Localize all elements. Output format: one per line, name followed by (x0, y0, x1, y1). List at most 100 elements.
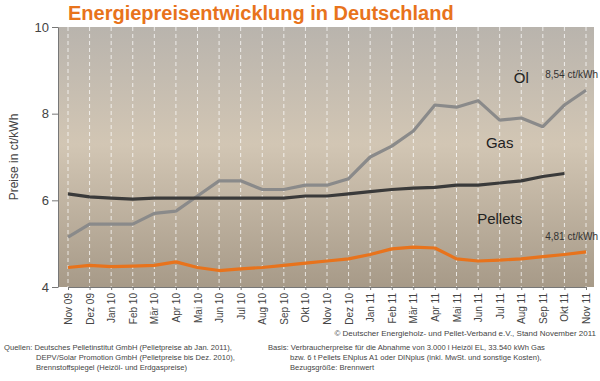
tick: Mai 10 (193, 287, 204, 323)
grid-line (499, 27, 500, 287)
tick-label: Sep 11 (538, 293, 549, 324)
tick-label: 6 (42, 193, 49, 208)
tick: Jul 10 (236, 287, 247, 320)
tick: 8 (42, 106, 58, 121)
tick: Apr 10 (171, 287, 182, 322)
tick: Nov 10 (322, 287, 333, 325)
tick-mark (198, 287, 199, 290)
tick: Jun 11 (473, 287, 484, 322)
x-axis: Nov 09Dez 09Jan 10Feb 10Mär 10Apr 10Mai … (63, 287, 592, 325)
tick-mark (327, 287, 328, 290)
tick-label: Feb 10 (128, 293, 139, 325)
title: Energiepreisentwicklung in Deutschland (68, 2, 454, 24)
tick: Okt 10 (300, 287, 311, 322)
tick-mark (586, 287, 587, 290)
axis-title: Preise in ct/kWh (7, 114, 21, 201)
tick-mark (305, 287, 306, 290)
tick-mark (154, 287, 155, 290)
grid-line (132, 27, 133, 287)
grid-line (262, 27, 263, 287)
tick: Aug 11 (516, 287, 527, 324)
tick-mark (133, 287, 134, 290)
tick-mark (52, 114, 58, 115)
tick: Jan 10 (106, 287, 117, 323)
lines (68, 90, 586, 270)
tick-mark (543, 287, 544, 290)
series-line (68, 247, 586, 270)
tick: Dez 10 (344, 287, 355, 325)
tick-label: 4 (42, 280, 49, 295)
series-line (68, 90, 586, 237)
grid-line (89, 27, 90, 287)
grid-line (219, 27, 220, 287)
grid-line (327, 27, 328, 287)
tick-mark (349, 287, 350, 290)
series-labels: ÖlGasPellets (477, 69, 529, 227)
tick-label: Nov 11 (581, 293, 592, 324)
annotation: 4,81 ct/kWh (545, 231, 598, 242)
annotation: 8,54 ct/kWh (545, 69, 598, 80)
source-line: Brennstoffspiegel (Heizöl- und Erdgaspre… (36, 363, 187, 372)
tick: Mär 11 (408, 287, 419, 323)
tick-mark (435, 287, 436, 290)
tick: Okt 11 (559, 287, 570, 322)
tick-mark (564, 287, 565, 290)
series-label: Gas (486, 134, 514, 151)
tick: Sep 10 (279, 287, 290, 325)
tick: 4 (42, 280, 58, 295)
grid-line (175, 27, 176, 287)
tick: Sep 11 (538, 287, 549, 324)
tick: 10 (35, 20, 58, 35)
tick-label: Nov 09 (63, 293, 74, 325)
tick-mark (478, 287, 479, 290)
grid-line (305, 27, 306, 287)
grid-line (68, 27, 69, 287)
basis-line: bzw. 6 t Pellets ENplus A1 oder DINplus … (290, 353, 542, 362)
source-line: DEPV/Solar Promotion GmbH (Pelletpreise … (36, 353, 235, 362)
axis-line (58, 28, 59, 288)
y-axis: 4 6 8 10 (35, 20, 59, 295)
tick: Jan 11 (365, 287, 376, 322)
tick-label: Jan 11 (365, 293, 376, 323)
tick-label: Dez 10 (344, 293, 355, 325)
tick-label: Dez 09 (85, 293, 96, 325)
tick: Apr 11 (430, 287, 441, 322)
tick-label: Jul 11 (495, 293, 506, 319)
tick-mark (52, 27, 58, 28)
tick-label: Mai 10 (193, 293, 204, 323)
tick-label: Apr 11 (430, 293, 441, 322)
tick-label: Sep 10 (279, 293, 290, 325)
tick-label: Feb 11 (387, 293, 398, 324)
grid-line (478, 27, 479, 287)
grid-line (283, 27, 284, 287)
grid-line (564, 27, 565, 287)
source-line: Quellen: Deutsches Pelletinstitut GmbH (… (4, 343, 232, 352)
tick-mark (68, 287, 69, 290)
grid-line (456, 27, 457, 287)
tick-label: Nov 10 (322, 293, 333, 325)
basis-line: Basis: Verbraucherpreise für die Abnahme… (268, 343, 545, 352)
tick-mark (241, 287, 242, 290)
tick-label: Jan 10 (106, 293, 117, 323)
tick-label: Mär 11 (408, 293, 419, 324)
grid-line (542, 27, 543, 287)
grid-line (240, 27, 241, 287)
tick-mark (284, 287, 285, 290)
series-line (68, 173, 564, 199)
tick-label: Okt 11 (559, 293, 570, 322)
tick-label: Aug 11 (516, 293, 527, 324)
tick-mark (176, 287, 177, 290)
chart: Energiepreisentwicklung in Deutschland 4 6… (0, 0, 600, 381)
grid-line (586, 27, 587, 287)
tick: Feb 11 (387, 287, 398, 323)
tick-mark (392, 287, 393, 290)
series-label: Pellets (477, 210, 522, 227)
tick-label: Mai 11 (452, 293, 463, 323)
tick-mark (52, 200, 58, 201)
plot-background (58, 27, 594, 287)
tick-mark (52, 287, 58, 288)
copyright: © Deutscher Energieholz- und Pellet-Verb… (334, 329, 596, 338)
tick-mark (500, 287, 501, 290)
tick: Nov 11 (581, 287, 592, 324)
tick: Jul 11 (495, 287, 506, 319)
